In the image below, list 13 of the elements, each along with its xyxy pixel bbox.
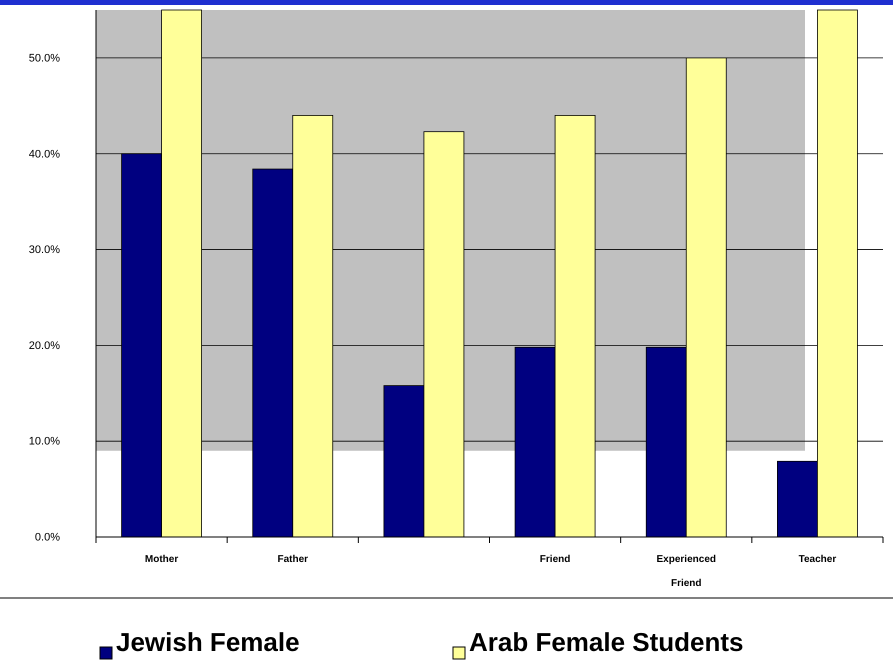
legend-label: Arab Female Students xyxy=(469,626,744,657)
x-tick-label: Father xyxy=(277,554,308,566)
legend-label: Jewish Female xyxy=(116,626,300,657)
y-tick-label: 30.0% xyxy=(28,244,60,256)
y-tick-label: 50.0% xyxy=(28,52,60,64)
y-tick-label: 0.0% xyxy=(34,532,60,544)
y-tick-label: 40.0% xyxy=(28,148,60,160)
x-tick-label: Mother xyxy=(144,554,178,566)
x-tick-label: Friend xyxy=(540,554,570,566)
y-tick-label: 20.0% xyxy=(28,340,60,352)
category-label: Experienced Friend xyxy=(656,554,716,590)
x-tick-label: Teacher xyxy=(798,554,836,566)
y-tick-label: 10.0% xyxy=(28,436,60,448)
